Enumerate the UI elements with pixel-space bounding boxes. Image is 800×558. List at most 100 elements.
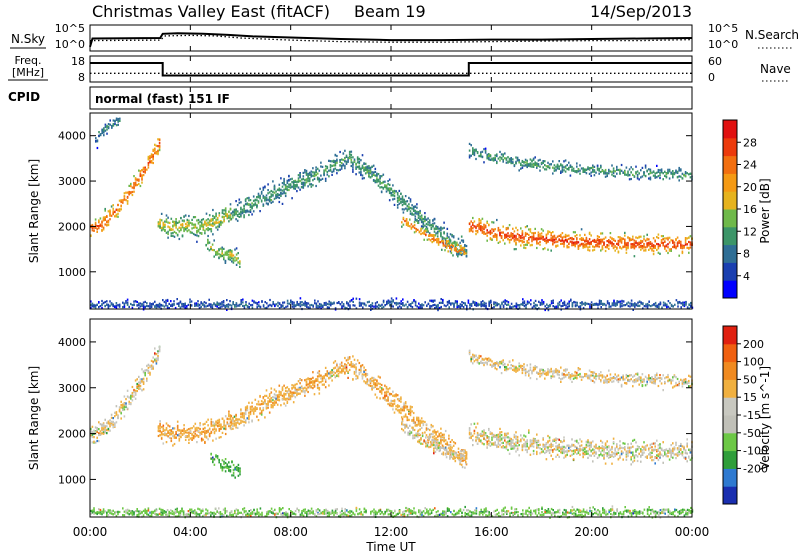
- echo-cell: [384, 186, 386, 188]
- echo-cell: [638, 236, 640, 238]
- echo-cell: [272, 303, 274, 305]
- echo-cell: [579, 170, 581, 172]
- echo-cell: [304, 387, 306, 389]
- echo-cell: [263, 403, 265, 405]
- echo-cell: [614, 175, 616, 177]
- echo-cell: [164, 224, 166, 226]
- echo-cell: [643, 171, 645, 173]
- noise-tick-left-bottom: 10^0: [55, 38, 85, 51]
- echo-cell: [449, 242, 451, 244]
- echo-cell: [453, 306, 455, 308]
- echo-cell: [116, 421, 118, 423]
- echo-cell: [579, 173, 581, 175]
- echo-cell: [100, 133, 102, 135]
- echo-cell: [135, 184, 137, 186]
- echo-cell: [225, 433, 227, 435]
- echo-cell: [207, 218, 209, 220]
- echo-cell: [117, 216, 119, 218]
- echo-cell: [440, 229, 442, 231]
- echo-cell: [319, 373, 321, 375]
- echo-cell: [211, 418, 213, 420]
- echo-cell: [101, 432, 103, 434]
- echo-cell: [664, 171, 666, 173]
- echo-cell: [613, 304, 615, 306]
- echo-cell: [637, 242, 639, 244]
- echo-cell: [92, 229, 94, 231]
- echo-cell: [146, 302, 148, 304]
- echo-cell: [234, 420, 236, 422]
- echo-cell: [333, 367, 335, 369]
- echo-cell: [141, 368, 143, 370]
- echo-cell: [531, 236, 533, 238]
- echo-cell: [247, 409, 249, 411]
- echo-cell: [542, 248, 544, 250]
- echo-cell: [347, 359, 349, 361]
- echo-cell: [170, 300, 172, 302]
- echo-cell: [352, 378, 354, 380]
- echo-cell: [319, 180, 321, 182]
- echo-cell: [607, 300, 609, 302]
- echo-cell: [211, 224, 213, 226]
- echo-cell: [621, 302, 623, 304]
- echo-cell: [156, 151, 158, 153]
- echo-cell: [496, 235, 498, 237]
- echo-cell: [360, 365, 362, 367]
- echo-cell: [103, 216, 105, 218]
- echo-cell: [642, 175, 644, 177]
- echo-cell: [650, 241, 652, 243]
- echo-cell: [217, 253, 219, 255]
- echo-cell: [214, 223, 216, 225]
- echo-cell: [640, 246, 642, 248]
- echo-cell: [119, 410, 121, 412]
- echo-cell: [344, 367, 346, 369]
- echo-cell: [370, 176, 372, 178]
- echo-cell: [611, 238, 613, 240]
- echo-cell: [319, 178, 321, 180]
- echo-cell: [240, 208, 242, 210]
- echo-cell: [311, 385, 313, 387]
- echo-cell: [562, 305, 564, 307]
- echo-cell: [267, 203, 269, 205]
- echo-cell: [668, 300, 670, 302]
- echo-cell: [483, 231, 485, 233]
- echo-cell: [341, 362, 343, 364]
- echo-cell: [376, 383, 378, 385]
- echo-cell: [216, 301, 218, 303]
- echo-cell: [242, 421, 244, 423]
- echo-cell: [320, 175, 322, 177]
- echo-cell: [498, 303, 500, 305]
- echo-cell: [406, 218, 408, 220]
- echo-cell: [351, 159, 353, 161]
- echo-cell: [563, 169, 565, 171]
- echo-cell: [195, 234, 197, 236]
- echo-cell: [543, 301, 545, 303]
- echo-cell: [438, 238, 440, 240]
- echo-cell: [113, 125, 115, 127]
- echo-cell: [232, 425, 234, 427]
- echo-cell: [317, 384, 319, 386]
- echo-cell: [667, 172, 669, 174]
- echo-cell: [530, 303, 532, 305]
- echo-cell: [646, 239, 648, 241]
- echo-cell: [114, 412, 116, 414]
- echo-cell: [152, 303, 154, 305]
- echo-cell: [223, 248, 225, 250]
- echo-cell: [175, 222, 177, 224]
- echo-cell: [363, 371, 365, 373]
- echo-cell: [204, 427, 206, 429]
- echo-cell: [237, 262, 239, 264]
- echo-cell: [506, 304, 508, 306]
- echo-cell: [438, 242, 440, 244]
- echo-cell: [98, 131, 100, 133]
- echo-cell: [654, 247, 656, 249]
- echo-cell: [261, 300, 263, 302]
- echo-cell: [299, 379, 301, 381]
- echo-cell: [554, 241, 556, 243]
- echo-cell: [549, 167, 551, 169]
- echo-cell: [619, 236, 621, 238]
- echo-cell: [462, 249, 464, 251]
- echo-cell: [355, 166, 357, 168]
- echo-cell: [510, 157, 512, 159]
- echo-cell: [403, 217, 405, 219]
- echo-cell: [502, 239, 504, 241]
